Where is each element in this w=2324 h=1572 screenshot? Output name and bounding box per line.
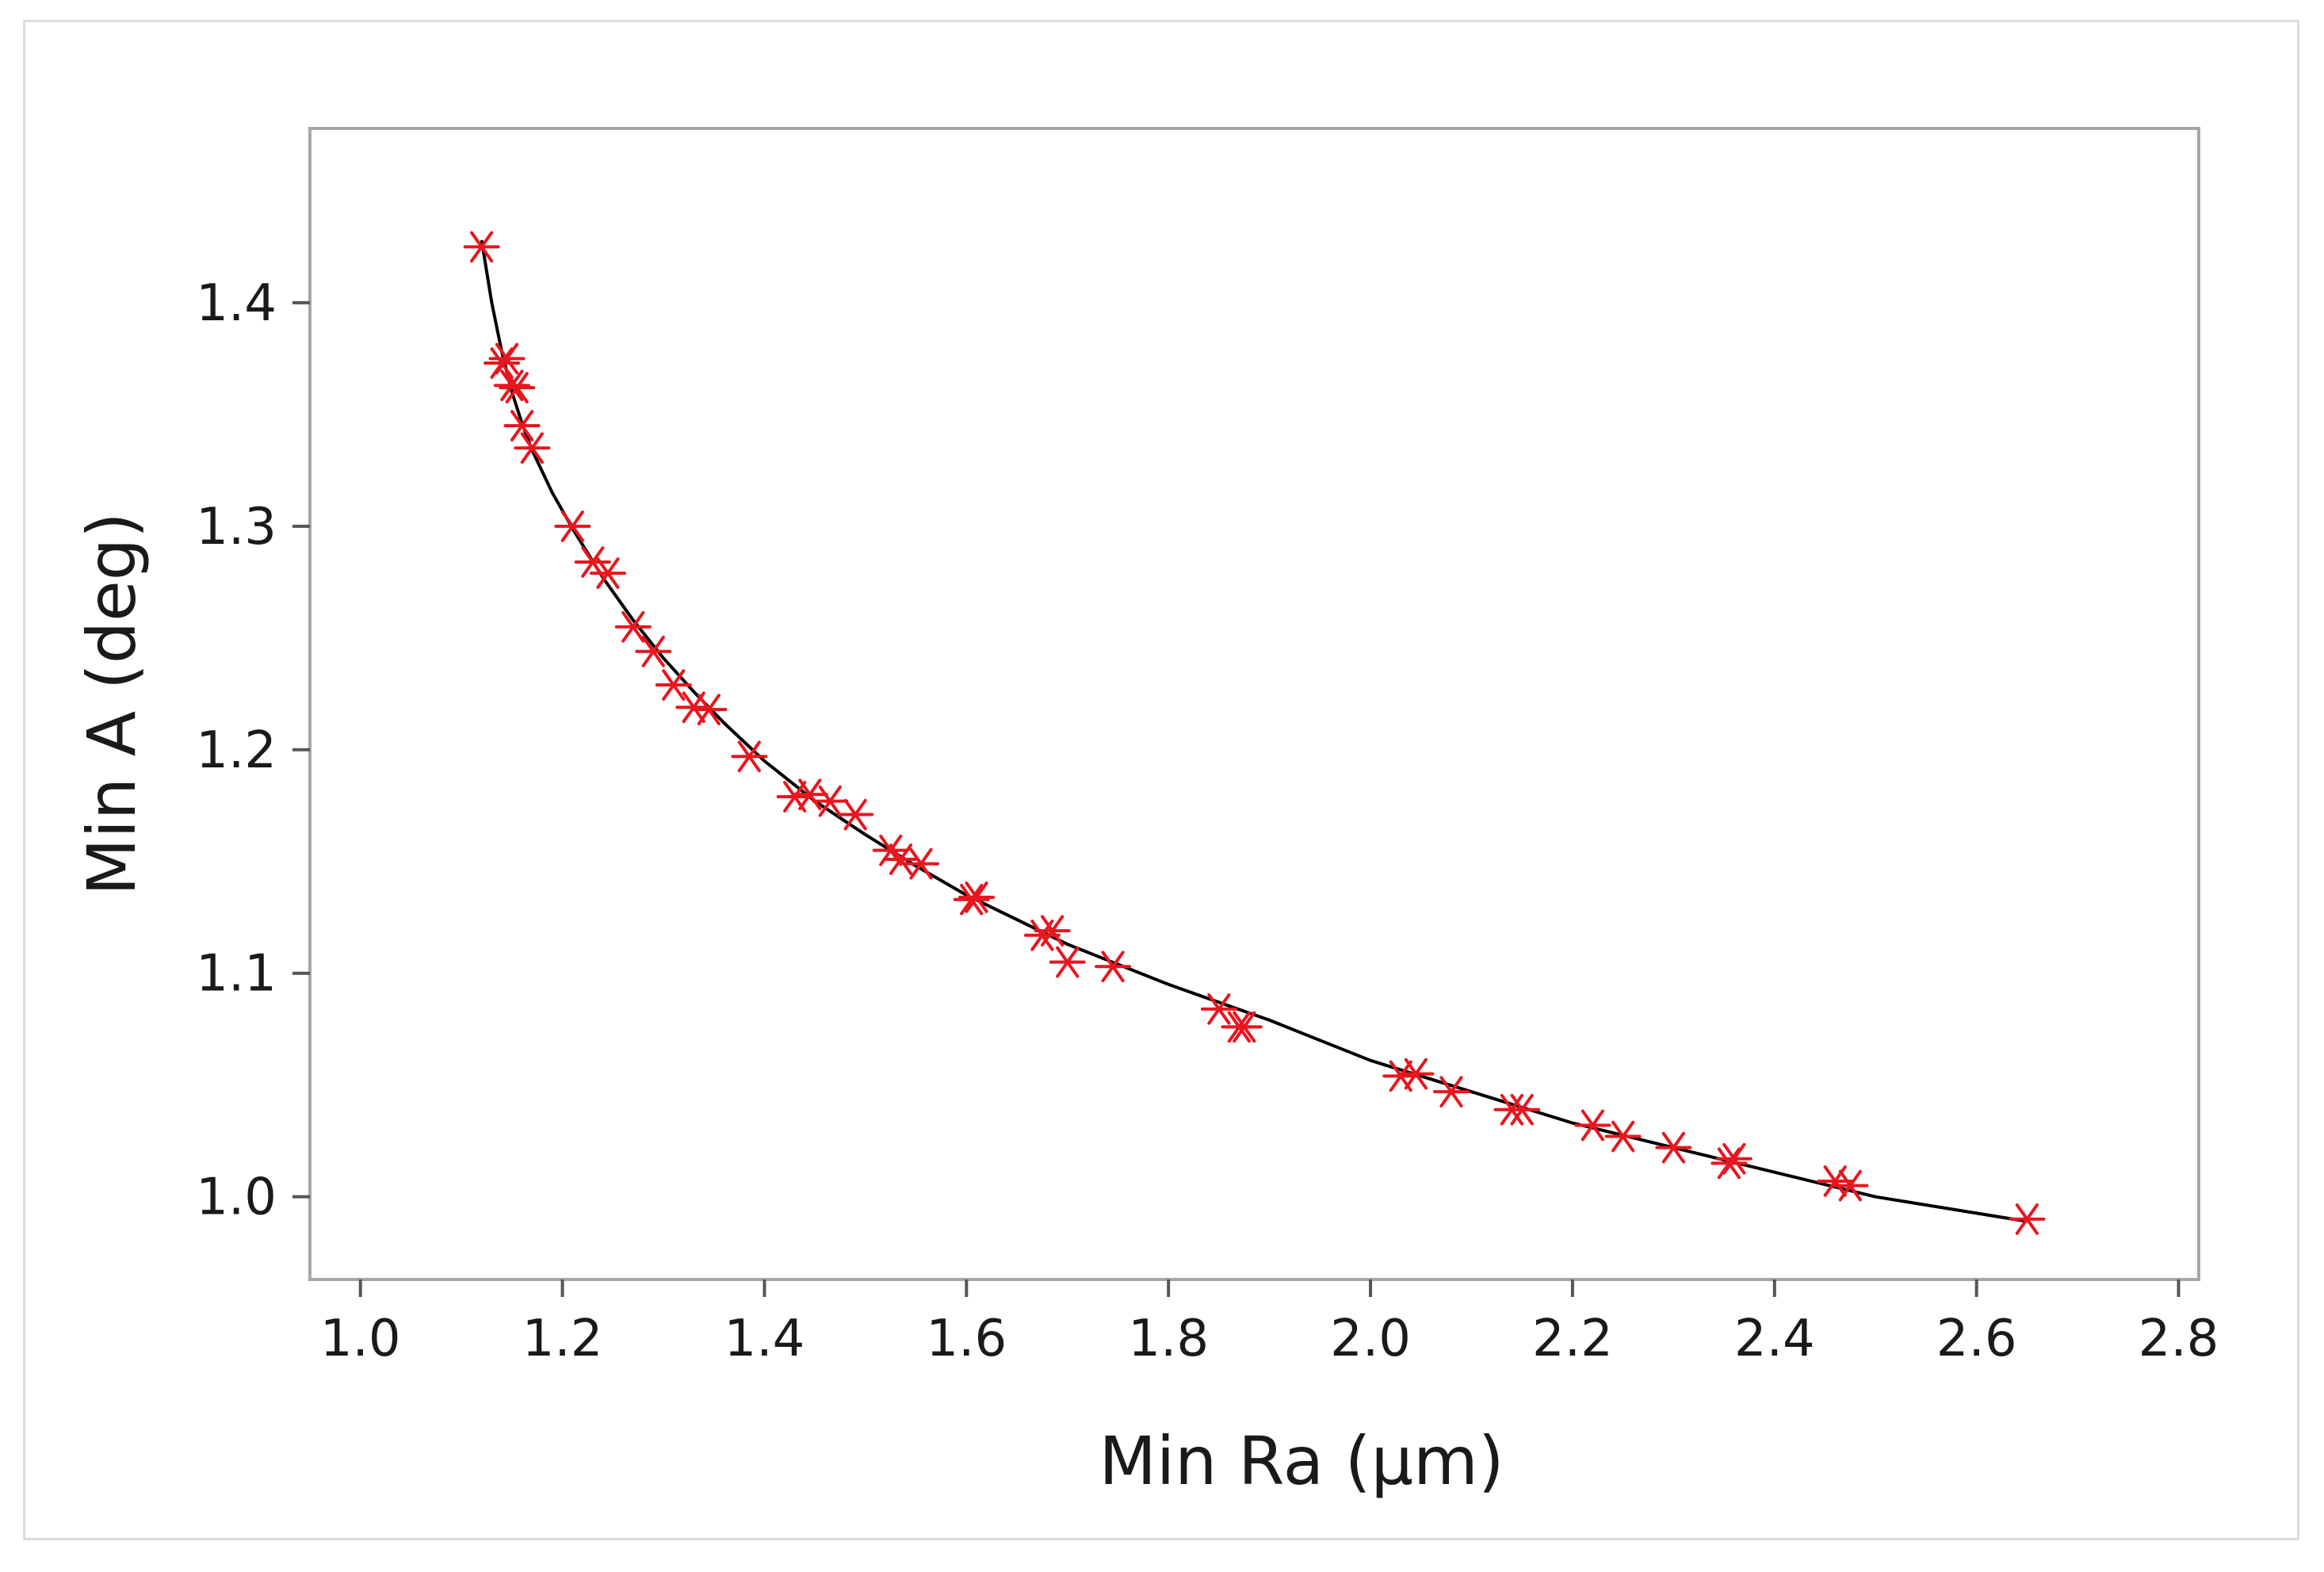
data-point [902, 847, 939, 880]
data-point [554, 511, 591, 542]
plot-area [308, 127, 2200, 1281]
data-point [958, 882, 996, 913]
data-point [1655, 1131, 1692, 1164]
data-point [1832, 1169, 1869, 1202]
x-tick-label: 2.2 [1532, 1310, 1613, 1368]
y-axis: 1.0 1.1 1.2 1.3 1.4 [196, 274, 310, 1227]
data-point [514, 432, 551, 465]
x-axis-title: Min Ra (µm) [1099, 1422, 1504, 1500]
data-point [837, 798, 874, 831]
x-tick-label: 2.0 [1330, 1310, 1411, 1368]
data-point [882, 843, 919, 875]
y-tick-label: 1.2 [196, 721, 277, 780]
x-tick-label: 1.0 [320, 1310, 401, 1368]
data-point [1200, 993, 1237, 1025]
data-point [614, 610, 652, 643]
data-point [503, 410, 541, 442]
data-point [488, 342, 526, 375]
data-point [1715, 1142, 1753, 1175]
data-point [731, 740, 768, 773]
data-point [1225, 1011, 1263, 1043]
data-point [953, 883, 990, 916]
y-tick-label: 1.3 [196, 498, 277, 557]
data-points [463, 231, 2046, 1235]
data-point [655, 669, 692, 701]
data-point [1095, 950, 1132, 983]
y-tick-label: 1.4 [196, 274, 277, 333]
data-point [690, 694, 728, 725]
data-point [1604, 1120, 1642, 1153]
data-point [1397, 1058, 1435, 1090]
data-point [463, 231, 500, 263]
data-point [493, 369, 530, 402]
x-tick-label: 1.4 [724, 1310, 805, 1368]
data-point [1034, 915, 1071, 947]
data-point [589, 557, 626, 589]
data-point [1049, 946, 1086, 978]
y-tick-label: 1.1 [196, 945, 277, 1004]
x-tick-label: 2.8 [2139, 1310, 2219, 1368]
x-tick-label: 1.2 [522, 1310, 603, 1368]
x-tick-label: 1.8 [1128, 1310, 1209, 1368]
y-axis-title: Min A (deg) [73, 512, 151, 896]
data-point [791, 778, 828, 811]
y-tick-label: 1.0 [196, 1168, 277, 1227]
data-point [812, 785, 849, 817]
data-point [1432, 1076, 1470, 1108]
data-point [1574, 1109, 1611, 1142]
x-tick-label: 2.6 [1936, 1310, 2017, 1368]
x-tick-label: 1.6 [926, 1310, 1007, 1368]
data-point [574, 546, 611, 578]
data-point [1504, 1093, 1541, 1126]
x-tick-label: 2.4 [1734, 1310, 1815, 1368]
data-point [499, 372, 536, 404]
data-point [635, 635, 672, 667]
x-axis: 1.0 1.2 1.4 1.6 1.8 2.0 2.2 2.4 2.6 2.8 [320, 1279, 2219, 1368]
data-point [2009, 1203, 2046, 1235]
